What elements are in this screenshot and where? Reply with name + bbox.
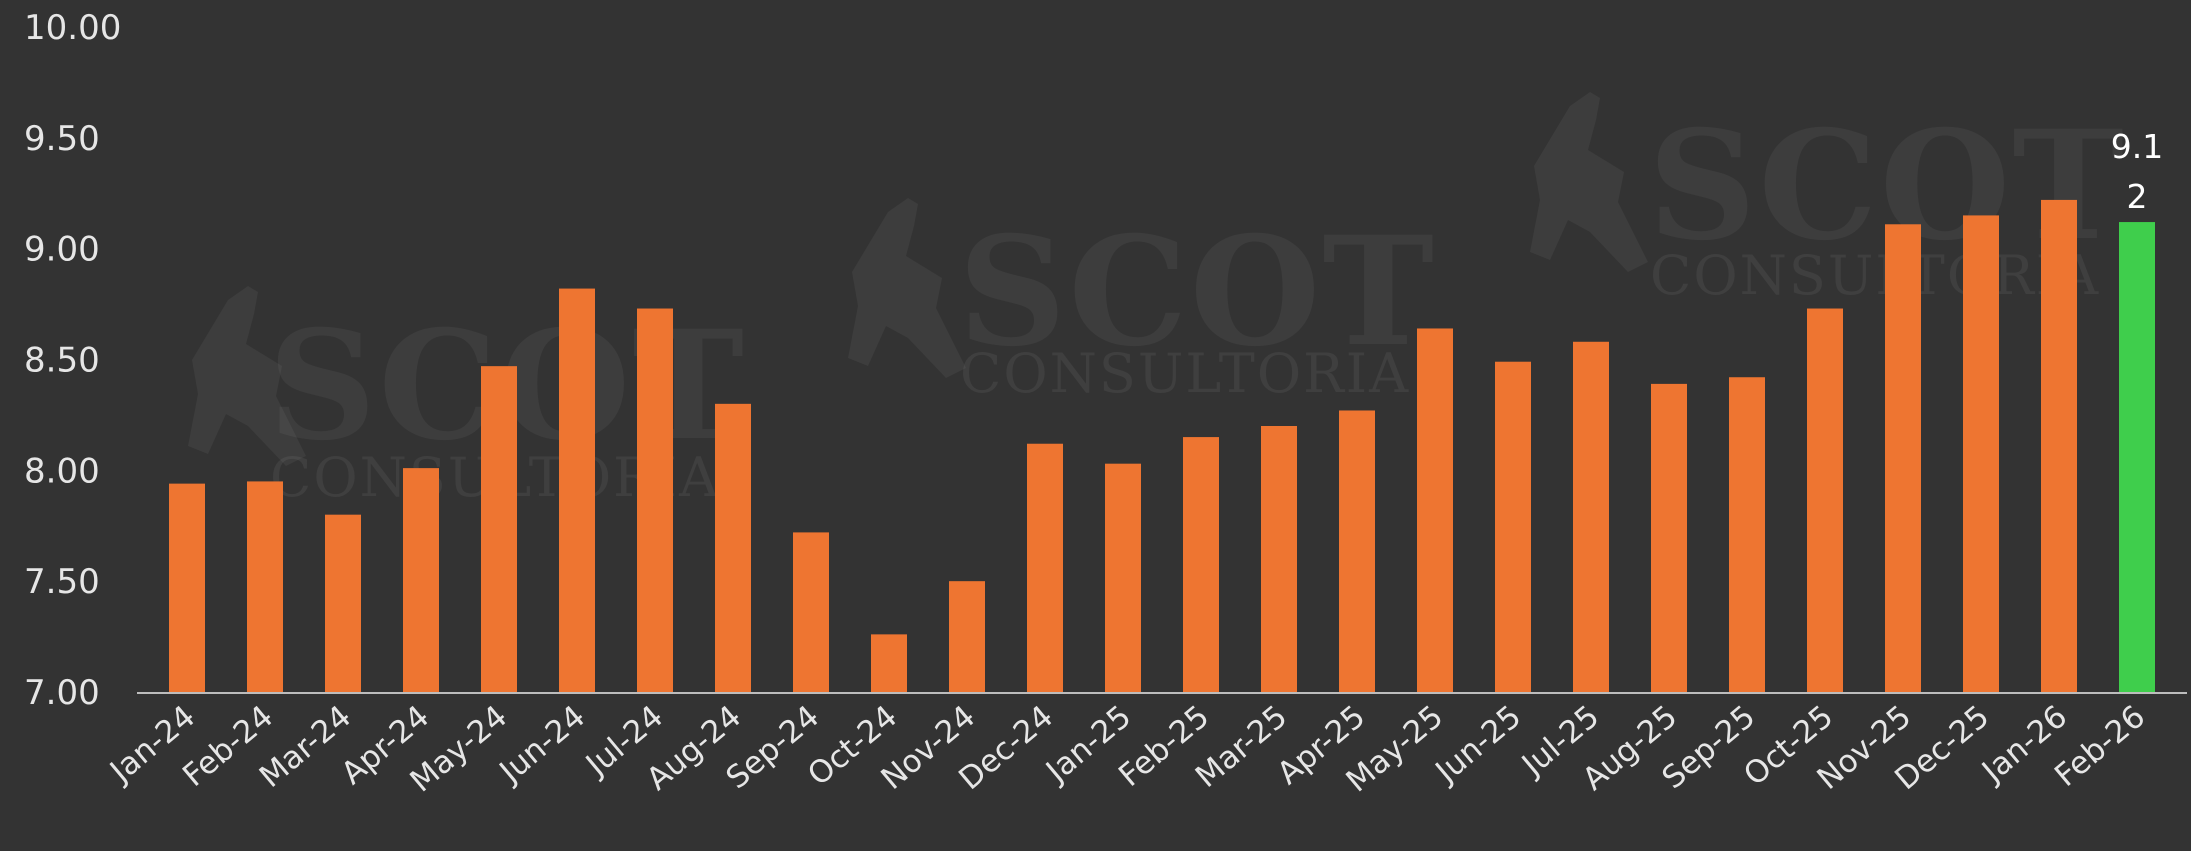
bar xyxy=(1339,410,1375,692)
y-axis: 7.00 7.50 8.00 8.50 9.00 9.50 10.00 xyxy=(24,8,121,713)
x-tick-label: Jun-25 xyxy=(1428,699,1529,792)
watermark-subtitle-2: CONSULTORIA xyxy=(960,342,1410,405)
bar xyxy=(2041,199,2077,692)
y-tick-label: 10.00 xyxy=(24,8,121,48)
y-tick-label: 8.00 xyxy=(24,451,100,491)
bar xyxy=(637,308,673,692)
bar xyxy=(1885,224,1921,693)
bar xyxy=(1807,308,1843,692)
cowboy-figure-icon xyxy=(1530,92,1648,272)
watermark-subtitle-3: CONSULTORIA xyxy=(1650,244,2100,307)
bar xyxy=(715,403,751,692)
bar xyxy=(247,481,283,692)
bar xyxy=(1573,341,1609,692)
cowboy-figure-icon xyxy=(848,198,966,378)
y-tick-label: 7.50 xyxy=(24,562,100,602)
bar xyxy=(1651,383,1687,692)
bar xyxy=(1417,328,1453,692)
y-tick-label: 8.50 xyxy=(24,341,100,381)
watermark-2: SCOT CONSULTORIA xyxy=(848,198,1436,405)
cowboy-figure-icon xyxy=(188,286,306,466)
data-labels-group: 9.12 xyxy=(2111,127,2163,216)
bar xyxy=(481,366,517,692)
bar xyxy=(1495,361,1531,692)
bar xyxy=(559,288,595,692)
bar xyxy=(325,514,361,692)
watermark-group: SCOT CONSULTORIA SCOT CONSULTORIA SCOT C… xyxy=(188,92,2124,509)
data-label: 9.1 xyxy=(2111,127,2163,166)
watermark-3: SCOT CONSULTORIA xyxy=(1530,92,2124,307)
watermark-brand-2: SCOT xyxy=(958,204,1436,380)
bar xyxy=(793,532,829,692)
y-tick-label: 9.50 xyxy=(24,119,100,159)
x-axis: Jan-24Feb-24Mar-24Apr-24May-24Jun-24Jul-… xyxy=(102,699,2152,800)
bar xyxy=(1183,437,1219,692)
bar xyxy=(1261,426,1297,692)
bar-highlight xyxy=(2119,222,2155,693)
bar xyxy=(1729,377,1765,692)
bars-group xyxy=(169,199,2155,693)
bar xyxy=(403,468,439,692)
data-label: 2 xyxy=(2127,177,2148,216)
x-tick-label: Feb-26 xyxy=(2048,699,2152,794)
y-tick-label: 9.00 xyxy=(24,230,100,270)
bar xyxy=(1027,443,1063,692)
bar xyxy=(1963,215,1999,692)
bar xyxy=(871,634,907,692)
x-tick-label: Jun-24 xyxy=(492,699,593,792)
y-tick-label: 7.00 xyxy=(24,673,100,713)
bar xyxy=(1105,463,1141,692)
bar xyxy=(949,581,985,692)
bar xyxy=(169,483,205,692)
